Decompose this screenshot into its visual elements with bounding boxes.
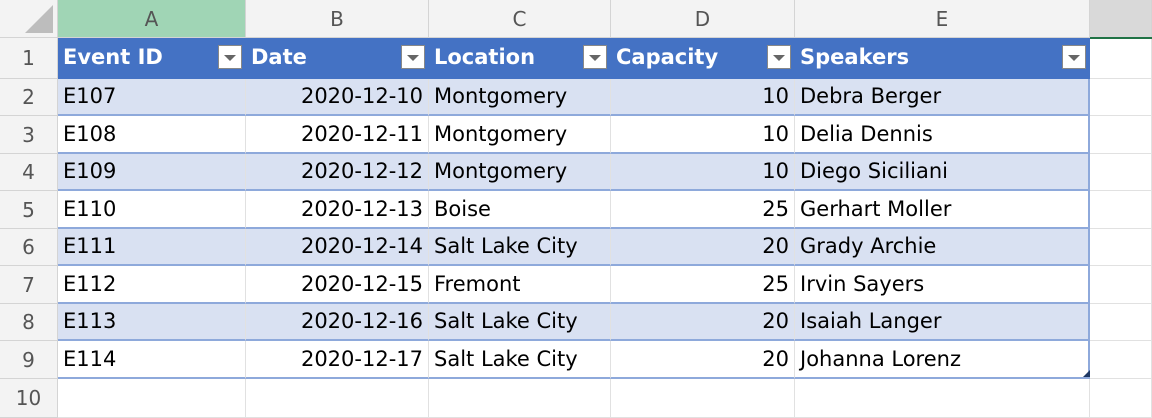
table-cell[interactable]: E107 xyxy=(58,79,246,116)
table-cell[interactable]: 2020-12-12 xyxy=(246,154,429,191)
cell[interactable] xyxy=(795,379,1090,418)
table-cell[interactable]: 20 xyxy=(611,341,795,379)
cell[interactable] xyxy=(1090,79,1152,116)
filter-dropdown-icon[interactable] xyxy=(401,45,425,69)
table-cell[interactable]: 2020-12-14 xyxy=(246,229,429,266)
cell[interactable] xyxy=(58,379,246,418)
select-all-button[interactable] xyxy=(0,0,58,38)
table-cell[interactable]: 2020-12-17 xyxy=(246,341,429,379)
row-header-2[interactable]: 2 xyxy=(0,79,58,116)
row-header-1[interactable]: 1 xyxy=(0,38,58,79)
active-cell-indicator xyxy=(1090,37,1152,39)
filter-dropdown-icon[interactable] xyxy=(218,45,242,69)
table-cell[interactable]: 10 xyxy=(611,79,795,116)
table-cell[interactable]: Debra Berger xyxy=(795,79,1090,116)
table-header-event-id[interactable]: Event ID xyxy=(58,38,246,79)
filter-dropdown-icon[interactable] xyxy=(767,45,791,69)
table-cell[interactable]: Diego Siciliani xyxy=(795,154,1090,191)
cell[interactable] xyxy=(1090,266,1152,304)
table-cell[interactable]: Boise xyxy=(429,191,611,229)
row-header-9[interactable]: 9 xyxy=(0,341,58,379)
table-cell[interactable]: Grady Archie xyxy=(795,229,1090,266)
table-cell[interactable]: E109 xyxy=(58,154,246,191)
table-cell[interactable]: Montgomery xyxy=(429,154,611,191)
cell[interactable] xyxy=(1090,154,1152,191)
table-cell[interactable]: 2020-12-10 xyxy=(246,79,429,116)
row-header-4[interactable]: 4 xyxy=(0,154,58,191)
select-all-triangle-icon xyxy=(25,5,53,33)
cell[interactable] xyxy=(1090,38,1152,79)
table-cell[interactable]: Gerhart Moller xyxy=(795,191,1090,229)
table-cell[interactable]: Fremont xyxy=(429,266,611,304)
row-header-3[interactable]: 3 xyxy=(0,116,58,154)
table-cell[interactable]: E112 xyxy=(58,266,246,304)
table-cell[interactable]: Isaiah Langer xyxy=(795,304,1090,341)
table-cell[interactable]: Montgomery xyxy=(429,116,611,154)
table-cell[interactable]: 2020-12-13 xyxy=(246,191,429,229)
table-cell[interactable]: Montgomery xyxy=(429,79,611,116)
table-cell[interactable]: Johanna Lorenz xyxy=(795,341,1090,379)
table-cell[interactable]: Salt Lake City xyxy=(429,304,611,341)
cell[interactable] xyxy=(611,379,795,418)
row-header-6[interactable]: 6 xyxy=(0,229,58,266)
table-cell[interactable]: Salt Lake City xyxy=(429,341,611,379)
table-cell[interactable]: 2020-12-15 xyxy=(246,266,429,304)
row-header-8[interactable]: 8 xyxy=(0,304,58,341)
table-cell[interactable]: E108 xyxy=(58,116,246,154)
cell[interactable] xyxy=(1090,191,1152,229)
table-header-location[interactable]: Location xyxy=(429,38,611,79)
table-cell[interactable]: 20 xyxy=(611,304,795,341)
table-cell[interactable]: 10 xyxy=(611,154,795,191)
cell[interactable] xyxy=(1090,341,1152,379)
cell[interactable] xyxy=(1090,229,1152,266)
table-cell[interactable]: Delia Dennis xyxy=(795,116,1090,154)
table-cell[interactable]: E113 xyxy=(58,304,246,341)
table-cell[interactable]: 2020-12-16 xyxy=(246,304,429,341)
table-cell[interactable]: 20 xyxy=(611,229,795,266)
table-cell[interactable]: E110 xyxy=(58,191,246,229)
table-resize-handle[interactable] xyxy=(1083,370,1090,377)
column-header-d[interactable]: D xyxy=(611,0,795,38)
column-header-b[interactable]: B xyxy=(246,0,429,38)
table-cell[interactable]: Salt Lake City xyxy=(429,229,611,266)
table-cell[interactable]: E114 xyxy=(58,341,246,379)
column-header-a[interactable]: A xyxy=(58,0,246,38)
table-cell[interactable]: Irvin Sayers xyxy=(795,266,1090,304)
cell[interactable] xyxy=(429,379,611,418)
table-header-capacity[interactable]: Capacity xyxy=(611,38,795,79)
table-header-speakers[interactable]: Speakers xyxy=(795,38,1090,79)
table-cell[interactable]: E111 xyxy=(58,229,246,266)
column-header-f[interactable] xyxy=(1090,0,1152,38)
table-cell[interactable]: 2020-12-11 xyxy=(246,116,429,154)
cell[interactable] xyxy=(1090,304,1152,341)
cell[interactable] xyxy=(1090,116,1152,154)
table-cell[interactable]: 25 xyxy=(611,191,795,229)
row-header-7[interactable]: 7 xyxy=(0,266,58,304)
cell[interactable] xyxy=(1090,379,1152,418)
cell[interactable] xyxy=(246,379,429,418)
table-cell[interactable]: 25 xyxy=(611,266,795,304)
row-header-5[interactable]: 5 xyxy=(0,191,58,229)
table-header-date[interactable]: Date xyxy=(246,38,429,79)
table-cell[interactable]: 10 xyxy=(611,116,795,154)
filter-dropdown-icon[interactable] xyxy=(1062,45,1086,69)
column-header-e[interactable]: E xyxy=(795,0,1090,38)
row-header-10[interactable]: 10 xyxy=(0,379,58,418)
filter-dropdown-icon[interactable] xyxy=(583,45,607,69)
column-header-c[interactable]: C xyxy=(429,0,611,38)
